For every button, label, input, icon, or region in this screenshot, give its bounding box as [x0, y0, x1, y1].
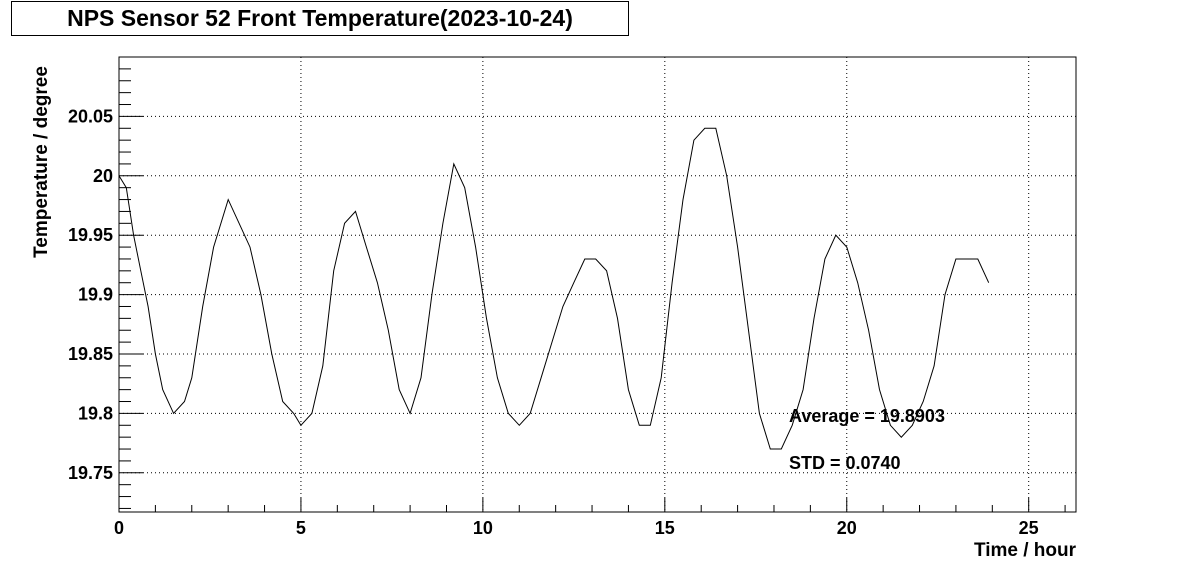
y-axis-tick-labels: 19.75 19.8 19.85 19.9 19.95 20 20.05 [68, 106, 113, 482]
average-annotation: Average = 19.8903 [789, 406, 945, 426]
y-tick-label: 19.9 [78, 285, 113, 305]
y-axis-ticks [119, 68, 143, 509]
y-tick-label: 19.95 [68, 225, 113, 245]
y-tick-label: 20 [93, 166, 113, 186]
x-axis-ticks [118, 498, 1066, 512]
x-axis-tick-labels: 0 5 10 15 20 25 [114, 518, 1039, 538]
y-tick-label: 19.85 [68, 344, 113, 364]
x-tick-label: 0 [114, 518, 124, 538]
chart-title: NPS Sensor 52 Front Temperature(2023-10-… [67, 5, 573, 31]
x-tick-label: 15 [655, 518, 675, 538]
x-tick-label: 20 [837, 518, 857, 538]
x-tick-label: 10 [473, 518, 493, 538]
y-tick-label: 19.75 [68, 463, 113, 483]
y-axis-label: Temperature / degree [31, 66, 52, 258]
x-axis-label: Time / hour [973, 540, 1076, 561]
y-tick-label: 20.05 [68, 106, 113, 126]
temperature-series-line [118, 127, 990, 450]
grid-lines [118, 57, 1076, 512]
y-tick-label: 19.8 [78, 403, 113, 423]
x-tick-label: 25 [1019, 518, 1039, 538]
plot-frame [118, 56, 1077, 513]
x-tick-label: 5 [296, 518, 306, 538]
chart-title-box: NPS Sensor 52 Front Temperature(2023-10-… [11, 1, 629, 36]
std-annotation: STD = 0.0740 [789, 453, 901, 473]
